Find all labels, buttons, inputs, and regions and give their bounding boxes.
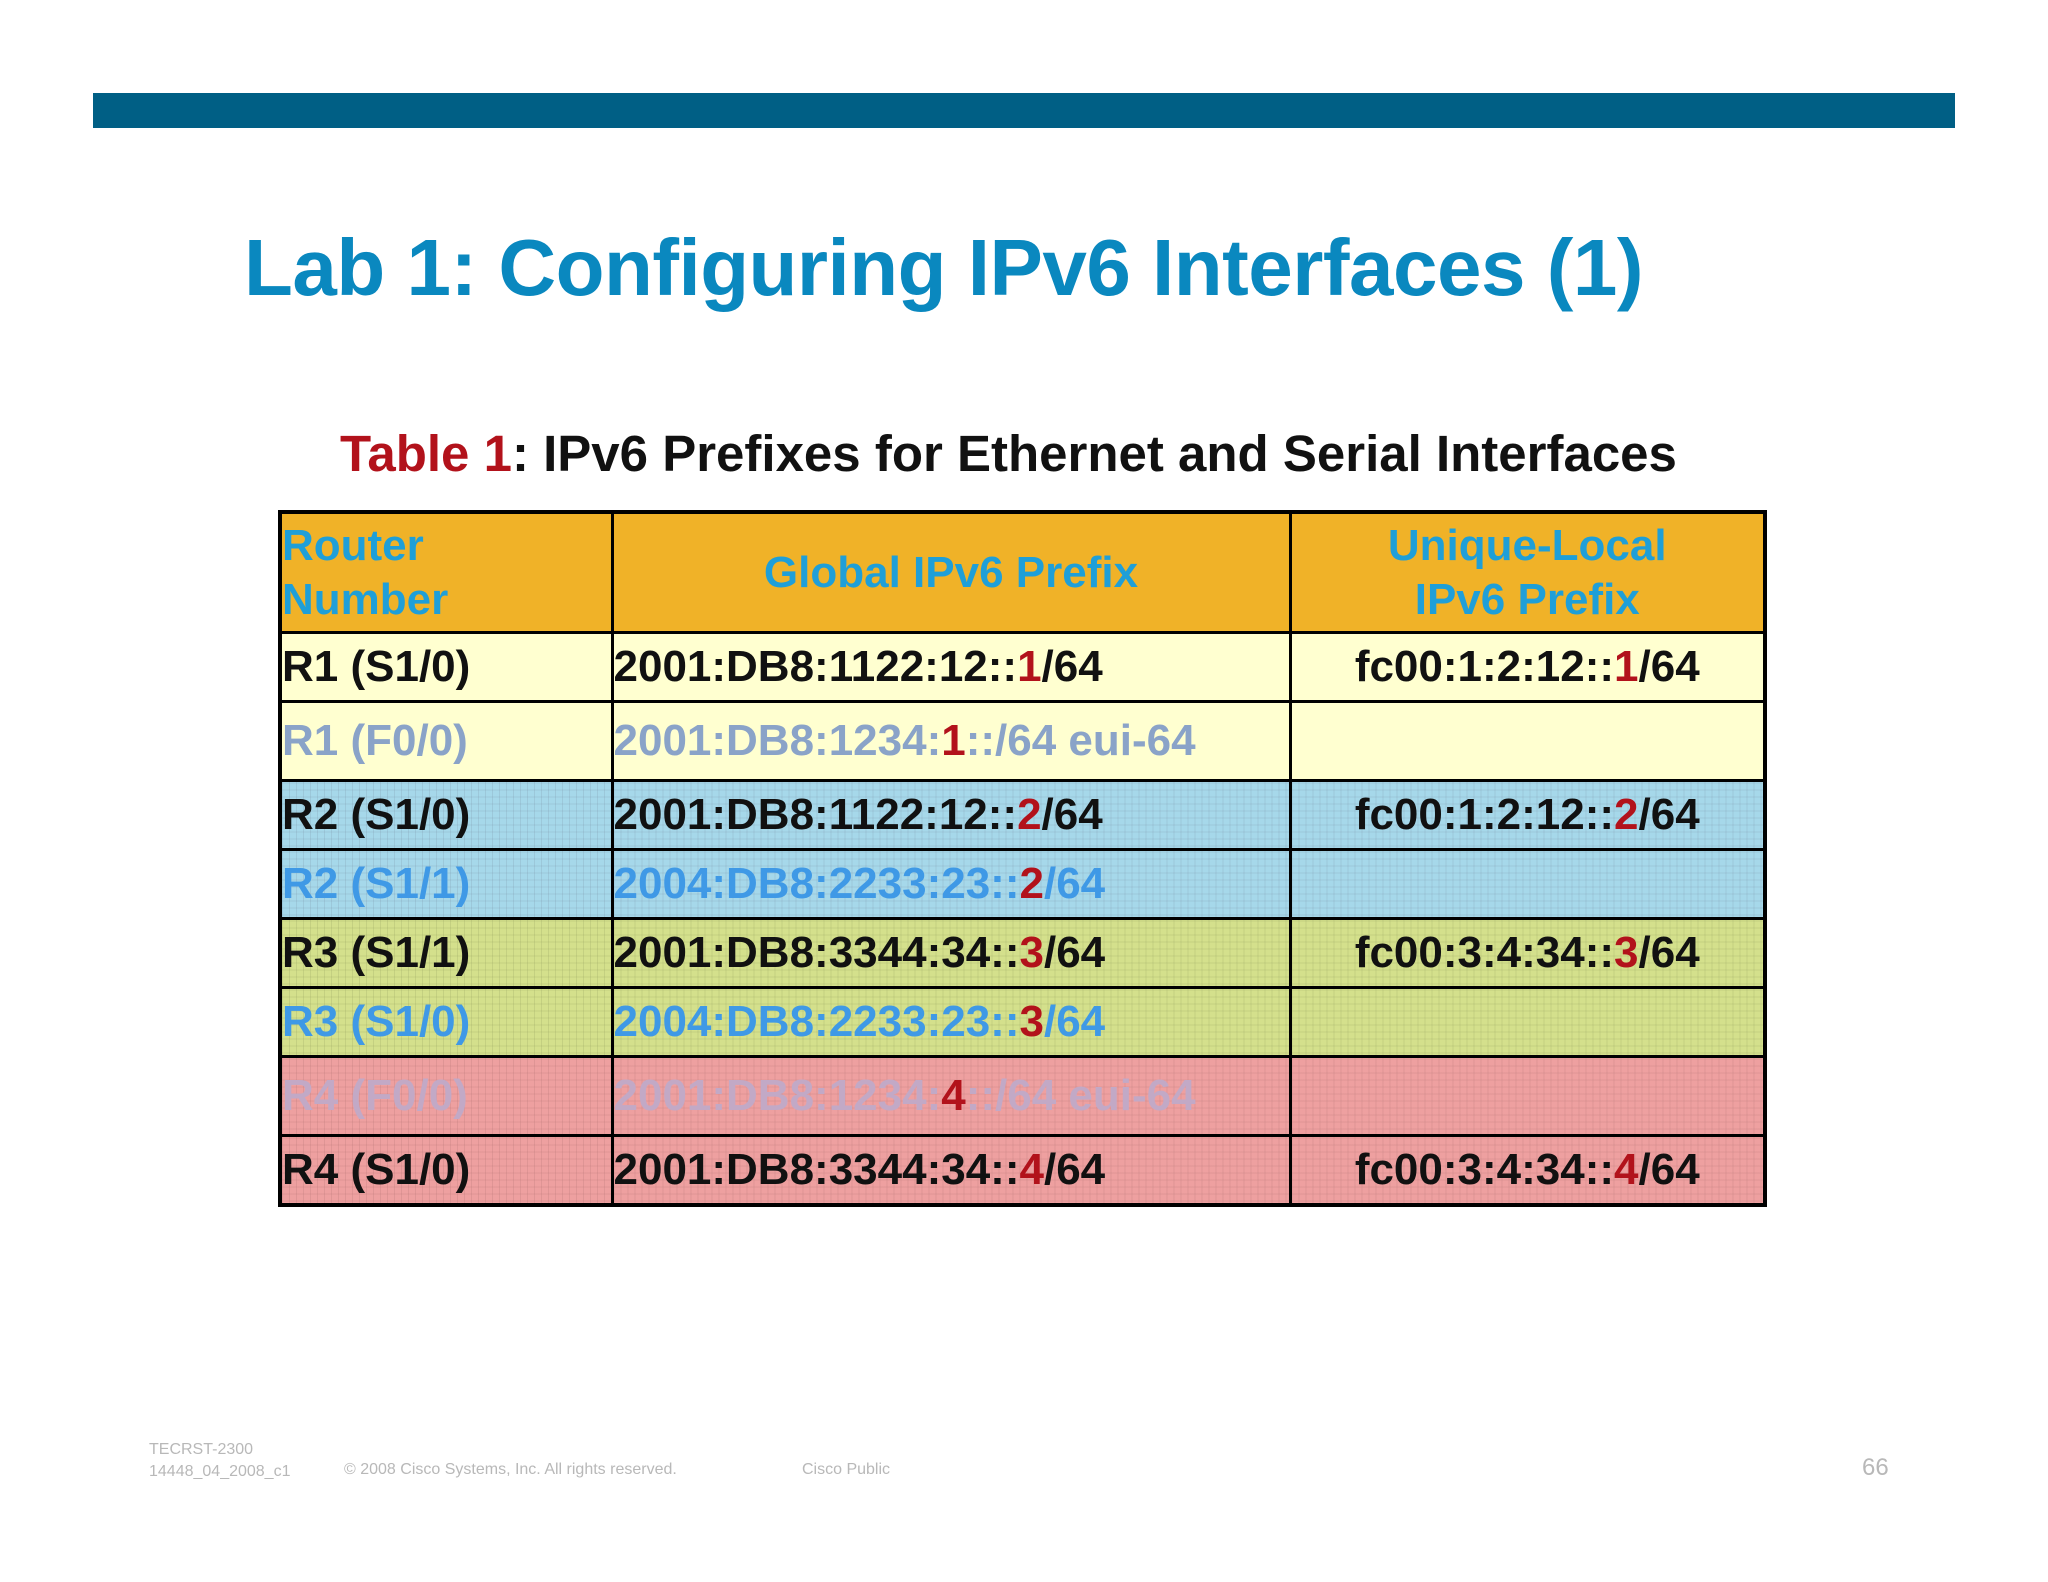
cell-router: R1 (F0/0) xyxy=(278,700,614,782)
cell-ula-prefix xyxy=(1288,700,1767,782)
cell-ula-prefix xyxy=(1288,986,1767,1058)
cell-router: R2 (S1/1) xyxy=(278,848,614,920)
footer-course-info: TECRST-2300 14448_04_2008_c1 xyxy=(149,1439,290,1483)
footer-classification: Cisco Public xyxy=(802,1461,891,1478)
top-banner-bar xyxy=(93,93,1955,128)
footer-copyright: © 2008 Cisco Systems, Inc. All rights re… xyxy=(344,1461,677,1478)
table-row: R1 (F0/0) 2001:DB8:1234:1::/64 eui-64 xyxy=(278,700,1767,782)
cell-global-prefix: 2001:DB8:3344:34::4/64 xyxy=(610,1134,1292,1207)
host-id: 1 xyxy=(941,716,966,765)
host-id: 3 xyxy=(1019,928,1044,977)
host-id: 3 xyxy=(1614,928,1639,977)
host-id: 4 xyxy=(941,1071,966,1120)
host-id: 1 xyxy=(1614,642,1639,691)
table-row: R2 (S1/0) 2001:DB8:1122:12::2/64 fc00:1:… xyxy=(278,779,1767,851)
cell-router: R1 (S1/0) xyxy=(278,631,614,703)
cell-ula-prefix xyxy=(1288,848,1767,920)
cell-ula-prefix: fc00:1:2:12::1/64 xyxy=(1288,631,1767,703)
cell-ula-prefix: fc00:3:4:34::3/64 xyxy=(1288,917,1767,989)
host-id: 1 xyxy=(1017,642,1042,691)
header-router-line2: Number xyxy=(282,574,449,624)
table-caption-label: Table 1 xyxy=(340,425,512,482)
cell-router: R3 (S1/0) xyxy=(278,986,614,1058)
ipv6-prefix-table: Router Number Global IPv6 Prefix Unique-… xyxy=(278,510,1767,1207)
header-router-line1: Router xyxy=(282,520,424,570)
cell-global-prefix: 2001:DB8:1122:12::2/64 xyxy=(610,779,1292,851)
header-router-number: Router Number xyxy=(278,510,614,634)
footer-course-code: TECRST-2300 xyxy=(149,1441,254,1458)
header-ula-line2: IPv6 Prefix xyxy=(1414,574,1640,624)
page-number: 66 xyxy=(1862,1454,1889,1481)
cell-global-prefix: 2001:DB8:1234:1::/64 eui-64 xyxy=(610,700,1292,782)
cell-router: R3 (S1/1) xyxy=(278,917,614,989)
cell-global-prefix: 2004:DB8:2233:23::3/64 xyxy=(610,986,1292,1058)
cell-global-prefix: 2004:DB8:2233:23::2/64 xyxy=(610,848,1292,920)
cell-ula-prefix xyxy=(1288,1055,1767,1137)
table-caption: Table 1: IPv6 Prefixes for Ethernet and … xyxy=(340,424,1677,483)
host-id: 2 xyxy=(1614,790,1639,839)
host-id: 2 xyxy=(1017,790,1042,839)
header-unique-local-prefix: Unique-Local IPv6 Prefix xyxy=(1288,510,1767,634)
table-header-row: Router Number Global IPv6 Prefix Unique-… xyxy=(278,510,1767,634)
host-id: 3 xyxy=(1019,997,1044,1046)
host-id: 4 xyxy=(1019,1145,1044,1194)
cell-global-prefix: 2001:DB8:1234:4::/64 eui-64 xyxy=(610,1055,1292,1137)
cell-router: R2 (S1/0) xyxy=(278,779,614,851)
table-row: R2 (S1/1) 2004:DB8:2233:23::2/64 xyxy=(278,848,1767,920)
cell-global-prefix: 2001:DB8:1122:12::1/64 xyxy=(610,631,1292,703)
table-caption-text: : IPv6 Prefixes for Ethernet and Serial … xyxy=(511,425,1677,482)
cell-ula-prefix: fc00:1:2:12::2/64 xyxy=(1288,779,1767,851)
table-row: R4 (F0/0) 2001:DB8:1234:4::/64 eui-64 xyxy=(278,1055,1767,1137)
slide-title: Lab 1: Configuring IPv6 Interfaces (1) xyxy=(244,223,1644,312)
table-row: R1 (S1/0) 2001:DB8:1122:12::1/64 fc00:1:… xyxy=(278,631,1767,703)
footer-doc-id: 14448_04_2008_c1 xyxy=(149,1463,291,1480)
cell-router: R4 (F0/0) xyxy=(278,1055,614,1137)
table-row: R3 (S1/1) 2001:DB8:3344:34::3/64 fc00:3:… xyxy=(278,917,1767,989)
cell-router: R4 (S1/0) xyxy=(278,1134,614,1207)
cell-global-prefix: 2001:DB8:3344:34::3/64 xyxy=(610,917,1292,989)
cell-ula-prefix: fc00:3:4:34::4/64 xyxy=(1288,1134,1767,1207)
table-row: R3 (S1/0) 2004:DB8:2233:23::3/64 xyxy=(278,986,1767,1058)
header-ula-line1: Unique-Local xyxy=(1387,520,1667,570)
table-row: R4 (S1/0) 2001:DB8:3344:34::4/64 fc00:3:… xyxy=(278,1134,1767,1207)
header-global-prefix: Global IPv6 Prefix xyxy=(610,510,1292,634)
host-id: 4 xyxy=(1614,1145,1639,1194)
host-id: 2 xyxy=(1019,859,1044,908)
